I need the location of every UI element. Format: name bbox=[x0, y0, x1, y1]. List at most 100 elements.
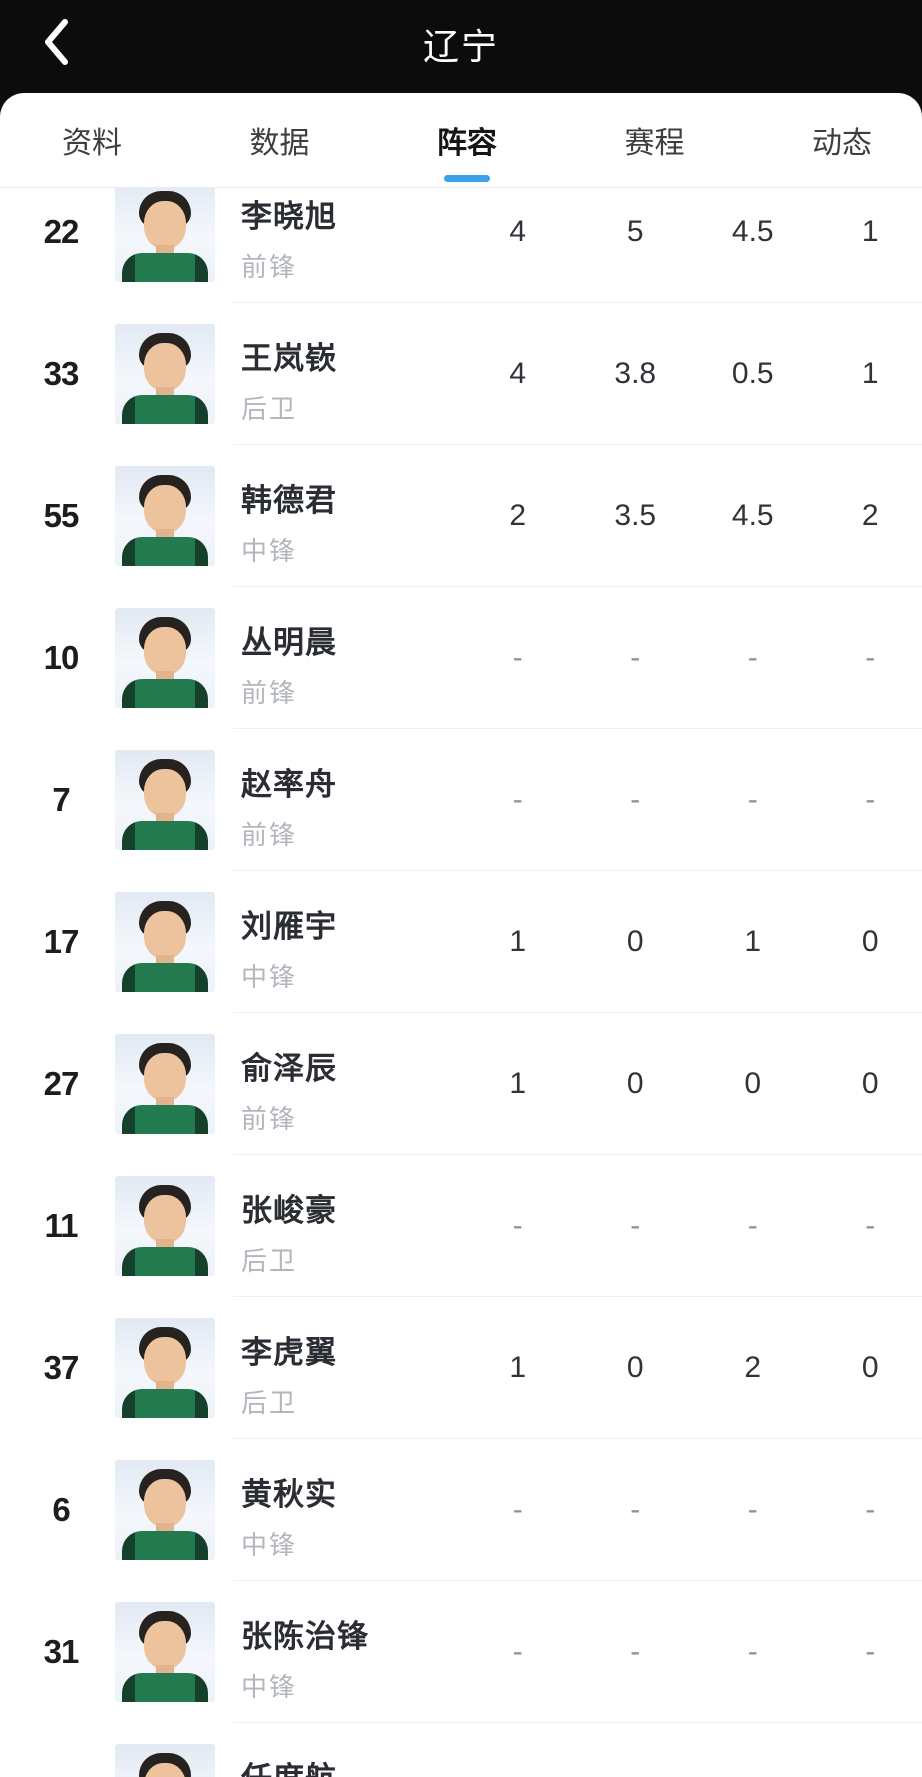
player-photo bbox=[115, 466, 215, 566]
player-stats: 1 0 1 0 bbox=[459, 871, 922, 1013]
player-position: 后卫 bbox=[241, 1246, 298, 1276]
player-name: 张峻豪 bbox=[241, 1193, 337, 1228]
stat-value: - bbox=[630, 783, 641, 816]
player-photo bbox=[115, 1318, 215, 1418]
player-stats bbox=[459, 1723, 922, 1777]
player-row[interactable]: 37 李虎翼 后卫 1 0 2 0 bbox=[0, 1297, 922, 1439]
jersey-number: 27 bbox=[43, 1065, 80, 1102]
stat-value: 0 bbox=[626, 1067, 644, 1100]
avatar-jersey bbox=[122, 963, 208, 992]
stat-value: 1 bbox=[509, 1351, 527, 1384]
jersey-number: 22 bbox=[43, 213, 80, 250]
player-name: 刘雁宇 bbox=[241, 909, 337, 944]
avatar-jersey bbox=[122, 1531, 208, 1560]
player-row[interactable]: 31 张陈治锋 中锋 - - - - bbox=[0, 1581, 922, 1723]
player-position: 后卫 bbox=[241, 394, 298, 424]
avatar-jersey bbox=[122, 1105, 208, 1134]
avatar-jersey bbox=[122, 537, 208, 566]
stat-value: 1 bbox=[509, 925, 527, 958]
player-name: 丛明晨 bbox=[241, 625, 337, 660]
stat-value: 4 bbox=[509, 357, 527, 390]
stat-value: 4.5 bbox=[731, 499, 774, 532]
avatar-jersey bbox=[122, 395, 208, 424]
active-tab-underline bbox=[444, 175, 490, 182]
player-row[interactable]: 7 赵率舟 前锋 - - - - bbox=[0, 729, 922, 871]
player-row[interactable]: 27 俞泽辰 前锋 1 0 0 0 bbox=[0, 1013, 922, 1155]
stat-value: - bbox=[512, 1493, 523, 1526]
player-name: 李晓旭 bbox=[241, 199, 337, 234]
stat-value: - bbox=[865, 783, 876, 816]
stat-value: - bbox=[747, 641, 758, 674]
tab-item-0[interactable]: 资料 bbox=[58, 93, 126, 187]
player-photo bbox=[115, 1176, 215, 1276]
tab-item-2[interactable]: 阵容 bbox=[433, 93, 501, 187]
stat-value: - bbox=[865, 1635, 876, 1668]
avatar-face bbox=[144, 627, 186, 675]
stat-value: 0 bbox=[626, 925, 644, 958]
stat-value: 1 bbox=[861, 357, 879, 390]
player-row[interactable]: 10 丛明晨 前锋 - - - - bbox=[0, 587, 922, 729]
player-position: 前锋 bbox=[241, 820, 298, 850]
stat-value: 1 bbox=[861, 215, 879, 248]
stat-value: - bbox=[512, 1209, 523, 1242]
chevron-left-icon bbox=[45, 19, 68, 65]
stat-value: 4 bbox=[509, 215, 527, 248]
tab-label: 赛程 bbox=[624, 127, 685, 160]
stat-value: 2 bbox=[744, 1351, 762, 1384]
stat-value bbox=[577, 1723, 695, 1777]
stat-value: 0.5 bbox=[731, 357, 774, 390]
avatar-face bbox=[144, 1053, 186, 1101]
player-photo bbox=[115, 608, 215, 708]
stat-value: 5 bbox=[626, 215, 644, 248]
player-row[interactable]: 任席航 bbox=[0, 1723, 922, 1777]
player-row[interactable]: 11 张峻豪 后卫 - - - - bbox=[0, 1155, 922, 1297]
player-name: 任席航 bbox=[241, 1753, 337, 1777]
player-stats: - - - - bbox=[459, 1155, 922, 1297]
player-stats: 4 3.8 0.5 1 bbox=[459, 303, 922, 445]
player-position: 前锋 bbox=[241, 1104, 298, 1134]
avatar-face bbox=[144, 1621, 186, 1669]
player-stats: - - - - bbox=[459, 1439, 922, 1581]
stat-value: 1 bbox=[744, 925, 762, 958]
jersey-number: 17 bbox=[43, 923, 80, 960]
avatar-face bbox=[144, 911, 186, 959]
jersey-number bbox=[0, 1723, 122, 1777]
player-name: 王岚嵚 bbox=[241, 341, 337, 376]
avatar-face bbox=[144, 485, 186, 533]
tab-item-4[interactable]: 动态 bbox=[808, 93, 876, 187]
stat-value: - bbox=[630, 1635, 641, 1668]
tab-item-3[interactable]: 赛程 bbox=[621, 93, 689, 187]
player-list[interactable]: 22 李晓旭 前锋 4 5 4.5 1 33 王岚嵚 后卫 4 3.8 0.5 bbox=[0, 188, 922, 1777]
player-position: 中锋 bbox=[241, 1672, 298, 1702]
player-row[interactable]: 17 刘雁宇 中锋 1 0 1 0 bbox=[0, 871, 922, 1013]
stat-value: 3.8 bbox=[614, 357, 657, 390]
player-row[interactable]: 22 李晓旭 前锋 4 5 4.5 1 bbox=[0, 188, 922, 303]
player-stats: 1 0 0 0 bbox=[459, 1013, 922, 1155]
player-name: 张陈治锋 bbox=[241, 1619, 369, 1654]
avatar-jersey bbox=[122, 1389, 208, 1418]
player-position: 中锋 bbox=[241, 536, 298, 566]
tab-label: 数据 bbox=[249, 127, 310, 160]
player-photo bbox=[115, 1744, 215, 1777]
tab-bar: 资料 数据 阵容 赛程 动态 bbox=[0, 93, 922, 188]
jersey-number: 37 bbox=[43, 1349, 80, 1386]
avatar-jersey bbox=[122, 253, 208, 282]
player-name: 俞泽辰 bbox=[241, 1051, 337, 1086]
stat-value: - bbox=[512, 1635, 523, 1668]
stat-value: - bbox=[630, 1493, 641, 1526]
stat-value: 2 bbox=[861, 499, 879, 532]
back-button[interactable] bbox=[26, 10, 86, 74]
player-photo bbox=[115, 750, 215, 850]
stat-value: - bbox=[630, 1209, 641, 1242]
player-photo bbox=[115, 1460, 215, 1560]
player-row[interactable]: 33 王岚嵚 后卫 4 3.8 0.5 1 bbox=[0, 303, 922, 445]
player-position: 前锋 bbox=[241, 252, 298, 282]
stat-value: 0 bbox=[861, 1067, 879, 1100]
avatar-jersey bbox=[122, 1247, 208, 1276]
player-row[interactable]: 55 韩德君 中锋 2 3.5 4.5 2 bbox=[0, 445, 922, 587]
stat-value: - bbox=[512, 641, 523, 674]
player-row[interactable]: 6 黄秋实 中锋 - - - - bbox=[0, 1439, 922, 1581]
jersey-number: 55 bbox=[43, 497, 80, 534]
avatar-face bbox=[144, 1337, 186, 1385]
tab-item-1[interactable]: 数据 bbox=[246, 93, 314, 187]
